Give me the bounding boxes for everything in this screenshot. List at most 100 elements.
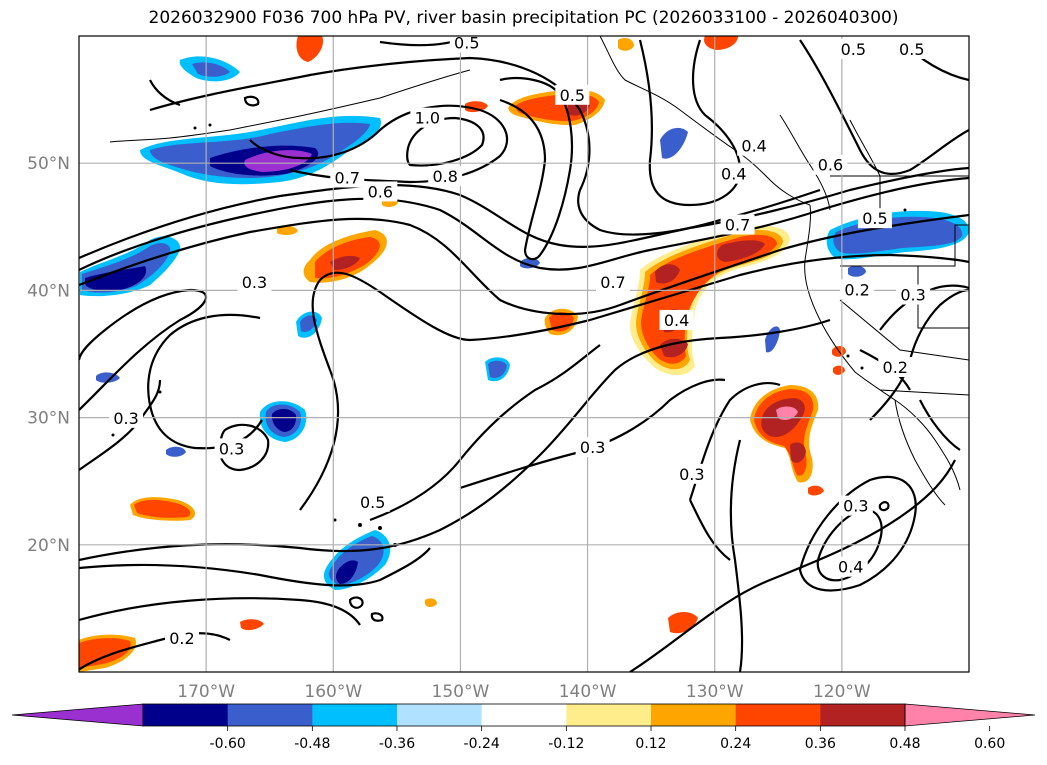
precip-area-small-pos — [79, 638, 131, 668]
colorbar-tick-label: 0.24 — [720, 736, 751, 752]
contour-label-bg — [896, 284, 931, 305]
border-canada-province — [849, 119, 881, 177]
colorbar-swatch — [566, 704, 652, 726]
pv-contour-line — [638, 39, 742, 207]
precipitation-shading — [79, 36, 969, 672]
pv-contour-line — [369, 344, 601, 522]
contour-label: 0.7 — [725, 216, 750, 235]
pv-contour-line — [149, 56, 821, 236]
border-state — [839, 299, 969, 361]
colorbar-swatch — [651, 704, 737, 726]
precip-area-small-pos — [134, 499, 191, 518]
precip-area-pacific-nw-neg — [848, 265, 866, 277]
lon-tick-label: 130°W — [686, 682, 744, 702]
contour-label: 0.3 — [900, 285, 925, 304]
pv-contour-line — [149, 79, 181, 107]
colorbar: -0.60 -0.48 -0.36 -0.24 -0.12 0.12 0.24 0.36 0.4… — [11, 703, 1036, 752]
pv-contour-line — [243, 95, 260, 107]
contour-label: 0.5 — [899, 40, 924, 59]
precip-area-negative-30n — [271, 408, 297, 432]
contour-label: 0.2 — [883, 358, 908, 377]
contour-label: 0.3 — [580, 438, 605, 457]
lon-tick-label: 160°W — [304, 682, 362, 702]
colorbar-tick-label: -0.48 — [294, 736, 330, 752]
contour-label: 1.0 — [415, 109, 440, 128]
contour-label-bg — [659, 309, 694, 330]
colorbar-tick-label: -0.36 — [379, 736, 415, 752]
border-state — [879, 389, 969, 396]
border-state — [840, 224, 969, 267]
pv-contour-line — [406, 116, 485, 167]
precip-area-pos-30n — [790, 442, 806, 463]
pv-contour-line — [816, 508, 883, 582]
lat-tick-label: 20°N — [27, 536, 70, 556]
contour-label: 0.7 — [600, 273, 625, 292]
colorbar-tick-label: 0.60 — [974, 736, 1005, 752]
map-frame — [78, 35, 970, 673]
colorbar-swatch — [735, 704, 821, 726]
pv-contour-line — [79, 318, 831, 562]
precip-area-small-pos — [704, 36, 738, 50]
contour-label-bg — [878, 356, 913, 377]
precip-area-small-pos — [808, 485, 824, 496]
pv-contour-line — [249, 104, 509, 184]
contour-label: 0.3 — [843, 497, 868, 516]
colorbar-swatch — [227, 704, 313, 726]
lon-tick-label: 140°W — [559, 682, 617, 702]
precip-area-small-pos — [240, 619, 264, 631]
precip-area-small-neg — [300, 315, 317, 332]
coastline-aleutians — [109, 129, 231, 143]
pv-contour-line — [629, 459, 956, 672]
lon-tick-label: 150°W — [432, 682, 490, 702]
contour-label: 0.3 — [113, 409, 138, 428]
precip-area-main-pos — [717, 240, 765, 262]
contour-label-bg — [330, 167, 365, 188]
contour-label-bg — [575, 437, 610, 458]
colorbar-tick-label: 0.36 — [805, 736, 836, 752]
contour-labels: 0.5 1.0 0.7 0.6 0.8 0.5 0.4 0.4 0.6 0.5 0.5 0.7 0.5 0… — [109, 32, 931, 648]
contour-label-bg — [716, 163, 751, 184]
contour-label-bg — [836, 38, 871, 59]
coastline-west-coast — [804, 204, 961, 491]
precip-area-small-pos — [277, 225, 298, 236]
contour-label: 0.5 — [560, 86, 585, 105]
contour-label: 0.6 — [818, 156, 843, 175]
contour-label-bg — [355, 491, 390, 512]
contour-label-bg — [737, 135, 772, 156]
contour-label-bg — [410, 107, 445, 128]
contour-label: 0.4 — [838, 558, 863, 577]
pv-contour-line — [798, 475, 917, 592]
contour-label: 0.8 — [432, 167, 457, 186]
precip-area-main-pos — [655, 264, 680, 284]
pv-contour-line — [878, 501, 890, 512]
colorbar-tick-label: 0.12 — [635, 736, 666, 752]
colorbar-swatch — [143, 704, 229, 726]
contour-label-bg — [109, 407, 144, 428]
contour-label: 0.4 — [721, 165, 746, 184]
colorbar-tick-label: -0.60 — [210, 736, 246, 752]
pv-contour-line — [729, 439, 744, 672]
precip-area-small-neg — [488, 360, 507, 378]
contour-label-bg — [857, 208, 892, 229]
pv-contour-line — [79, 632, 231, 671]
pv-contour-line — [79, 176, 969, 271]
precip-area-small-neg — [660, 127, 688, 159]
precip-area-small-pos — [549, 312, 574, 332]
lon-tick-label: 170°W — [177, 682, 235, 702]
colorbar-swatch — [481, 704, 567, 726]
coastline-alaska — [599, 36, 811, 206]
contour-label-bg — [449, 32, 484, 53]
contour-label-bg — [596, 271, 630, 292]
pv-contour-line — [79, 547, 431, 587]
lat-tick-label: 40°N — [27, 281, 70, 301]
contour-label: 0.4 — [664, 311, 689, 330]
pv-contour-line — [348, 596, 364, 609]
colorbar-frame — [142, 703, 906, 727]
pv-contour-line — [79, 166, 969, 260]
contour-label: 0.4 — [741, 137, 766, 156]
pv-contour-line — [459, 378, 726, 490]
pv-contour-line — [799, 39, 969, 175]
colorbar-tick-label: -0.12 — [548, 736, 584, 752]
contour-label-bg — [720, 214, 755, 235]
